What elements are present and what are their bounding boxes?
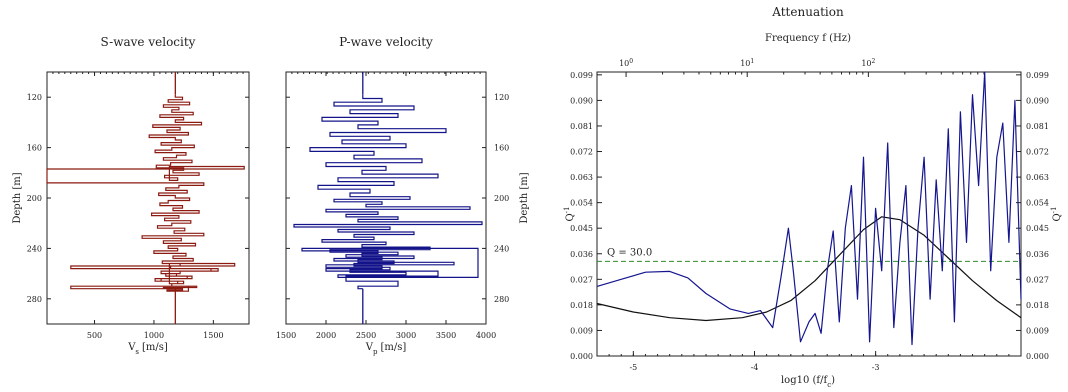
attenuation-ylabel-left-q: Q (565, 213, 576, 221)
attenuation-ytick-label-10: 0.090 (570, 96, 593, 105)
attenuation-ylabel-right-sup: -1 (1050, 206, 1058, 213)
attenuation-ylabel-left-sup: -1 (563, 206, 571, 213)
p-wave-xtick-label-1: 2000 (316, 331, 336, 340)
s-wave-ytick-label-1: 160 (27, 144, 42, 153)
s-wave-xlabel: Vs [m/s] (127, 342, 168, 356)
p-wave-xtick-label-4: 3500 (436, 331, 456, 340)
p-wave-ticks: 1500 2000 2500 3000 3500 4000 120 160 200 240 280 (276, 72, 509, 340)
p-wave-ytick-label-4: 280 (494, 295, 509, 304)
attenuation-ytick-label-right-9: 0.081 (1026, 122, 1049, 131)
s-wave-ylabel: Depth [m] (12, 172, 23, 223)
attenuation-x2tick-label-1: 101 (740, 58, 754, 69)
attenuation-xlabel: log10 (f/fc) (781, 375, 835, 389)
p-wave-xtick-label-0: 1500 (276, 331, 296, 340)
attenuation-ytick-label-right-2: 0.018 (1026, 301, 1049, 310)
attenuation-series-1 (596, 71, 1022, 346)
attenuation-x2tick-exp-1: 1 (750, 58, 754, 65)
attenuation-reference: Q = 30.0 (597, 247, 1021, 262)
p-wave-xlabel-v: V (365, 342, 374, 353)
attenuation-ylabel-right: Q-1 (1050, 206, 1063, 221)
s-wave-profile (46, 72, 245, 324)
attenuation-series (596, 71, 1022, 346)
attenuation-ytick-label-right-6: 0.054 (1026, 199, 1049, 208)
attenuation-reference-label: Q = 30.0 (607, 247, 652, 258)
attenuation-xlabel-sub: c (827, 381, 831, 389)
p-wave-ytick-label-1: 160 (494, 144, 509, 153)
p-wave-xlabel: Vp [m/s] (365, 342, 407, 356)
attenuation-ytick-label-6: 0.054 (570, 199, 593, 208)
attenuation-ytick-label-8: 0.072 (570, 148, 593, 157)
s-wave-xtick-label-0: 500 (87, 331, 102, 340)
s-wave-profile-line (46, 94, 245, 292)
attenuation-ytick-label-right-3: 0.027 (1026, 275, 1049, 284)
attenuation-ytick-label-4: 0.036 (570, 250, 593, 259)
p-wave-ytick-label-3: 240 (494, 244, 509, 253)
s-wave-xtick-label-1: 1000 (144, 331, 164, 340)
attenuation-ytick-label-right-11: 0.099 (1026, 71, 1049, 80)
attenuation-ytick-label-1: 0.009 (570, 326, 593, 335)
p-wave-xtick-label-2: 2500 (356, 331, 376, 340)
p-wave-xtick-label-5: 4000 (476, 331, 496, 340)
attenuation-ytick-label-0: 0.000 (570, 352, 593, 361)
attenuation-ytick-label-right-0: 0.000 (1026, 352, 1049, 361)
attenuation-x2tick-label-0: 100 (619, 58, 633, 69)
attenuation-xtick-label-2: -3 (872, 363, 880, 372)
attenuation-ylabel-left: Q-1 (563, 206, 576, 221)
attenuation-ylabel-right-q: Q (1052, 213, 1063, 221)
attenuation-ytick-label-right-1: 0.009 (1026, 326, 1049, 335)
attenuation-ytick-label-right-7: 0.063 (1026, 173, 1049, 182)
s-wave-ytick-label-4: 280 (27, 295, 42, 304)
s-wave-ytick-label-0: 120 (27, 93, 42, 102)
attenuation-ytick-label-3: 0.027 (570, 275, 593, 284)
s-wave-xlabel-v: V (127, 342, 136, 353)
p-wave-panel: P-wave velocity 1500 2000 2500 3000 3500 4000… (276, 35, 530, 356)
attenuation-ytick-label-right-4: 0.036 (1026, 250, 1049, 259)
attenuation-xlabel-main: log10 (f/f (781, 375, 828, 386)
attenuation-x2tick-exp-2: 2 (872, 58, 876, 65)
attenuation-ytick-label-9: 0.081 (570, 122, 593, 131)
p-wave-xlabel-unit: [m/s] (380, 342, 406, 353)
attenuation-ytick-label-5: 0.045 (570, 224, 593, 233)
attenuation-xtick-label-0: -5 (629, 363, 637, 372)
attenuation-xlabel-close: ) (831, 375, 835, 386)
p-wave-ytick-label-0: 120 (494, 93, 509, 102)
p-wave-xtick-label-3: 3000 (396, 331, 416, 340)
p-wave-ylabel: Depth [m] (519, 172, 530, 223)
attenuation-xtick-label-1: -4 (751, 363, 759, 372)
p-wave-xlabel-sub: p (373, 348, 378, 356)
attenuation-ytick-label-right-8: 0.072 (1026, 148, 1049, 157)
p-wave-profile-line (293, 94, 483, 290)
p-wave-profile (293, 72, 483, 324)
s-wave-ytick-label-3: 240 (27, 244, 42, 253)
p-wave-title: P-wave velocity (339, 35, 433, 49)
attenuation-x2tick-label-2: 102 (861, 58, 875, 69)
attenuation-ytick-label-7: 0.063 (570, 173, 593, 182)
s-wave-title: S-wave velocity (101, 35, 196, 49)
s-wave-xlabel-sub: s (135, 348, 139, 356)
attenuation-ytick-label-right-10: 0.090 (1026, 96, 1049, 105)
attenuation-title: Attenuation (771, 5, 844, 19)
attenuation-x2label: Frequency f (Hz) (765, 33, 851, 44)
attenuation-axes (596, 71, 1022, 357)
s-wave-xtick-label-2: 1500 (203, 331, 223, 340)
s-wave-ytick-label-2: 200 (27, 194, 42, 203)
s-wave-ticks: 500 1000 1500 120 160 200 240 280 (27, 72, 250, 340)
attenuation-x2tick-exp-0: 0 (629, 58, 633, 65)
attenuation-ytick-label-right-5: 0.045 (1026, 224, 1049, 233)
attenuation-ytick-label-11: 0.099 (570, 71, 593, 80)
s-wave-xlabel-unit: [m/s] (142, 342, 168, 353)
attenuation-ytick-label-2: 0.018 (570, 301, 593, 310)
s-wave-panel: S-wave velocity 500 1000 1500 120 160 200 240 2… (12, 35, 250, 356)
p-wave-ytick-label-2: 200 (494, 194, 509, 203)
